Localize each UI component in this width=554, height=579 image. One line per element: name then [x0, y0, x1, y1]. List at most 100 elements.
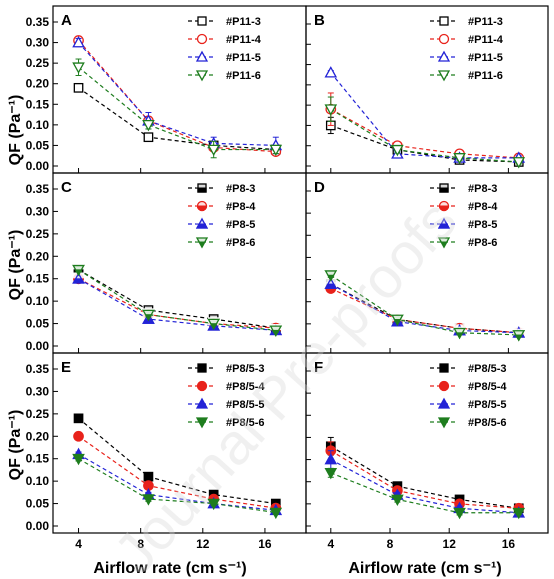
marker-outline — [453, 327, 466, 340]
legend-entry: #P8/5-6 — [188, 417, 265, 429]
y-tick-label: 0.35 — [26, 362, 50, 376]
marker-half-mask — [142, 308, 155, 315]
legend-label: #P8/5-5 — [226, 399, 265, 411]
series-line — [330, 108, 519, 159]
panel-letter: C — [61, 179, 72, 196]
panel-letter: B — [314, 12, 325, 29]
series-3 — [72, 453, 283, 520]
series-1 — [325, 441, 525, 514]
marker-half-mask — [391, 313, 404, 320]
watermark: Journal Pre-proofs — [102, 188, 470, 579]
legend-entry: #P8/5-4 — [188, 380, 265, 393]
x-tick-label: 8 — [387, 537, 394, 551]
legend-marker-mask — [196, 236, 208, 242]
data-point — [142, 120, 155, 132]
legend-label: #P11-4 — [226, 34, 262, 46]
legend-marker — [197, 363, 207, 373]
legend-label: #P8/5-3 — [468, 363, 507, 375]
series-line — [330, 124, 519, 163]
legend-entry: #P8-4 — [430, 200, 498, 213]
legend-label: #P8/5-6 — [468, 417, 507, 429]
legend-label: #P11-3 — [226, 16, 261, 28]
data-point — [324, 66, 338, 78]
legend-marker — [439, 363, 449, 373]
series-0 — [325, 436, 524, 514]
marker-half-mask — [207, 312, 220, 319]
legend-marker — [197, 16, 207, 26]
data-point — [391, 494, 404, 506]
y-tick-label: 0.10 — [26, 474, 50, 488]
legend-label: #P8/5-4 — [468, 381, 507, 393]
data-point — [512, 157, 526, 169]
legend-marker-outline — [195, 237, 209, 249]
legend-marker-mask — [438, 236, 450, 242]
legend-entry: #P8-4 — [188, 200, 256, 213]
marker-outline — [391, 314, 404, 326]
y-tick-label: 0.25 — [26, 56, 50, 70]
legend-label: #P11-6 — [226, 70, 261, 82]
legend-marker — [439, 16, 449, 26]
legend-entry: #P8-5 — [188, 217, 255, 231]
legend-entry: #P11-5 — [430, 50, 503, 64]
legend-label: #P11-4 — [468, 34, 504, 46]
x-tick-label: 4 — [327, 537, 334, 551]
legend-entry: #P11-3 — [430, 16, 503, 28]
series-line — [78, 87, 276, 151]
data-point — [324, 468, 338, 480]
legend-entry: #P11-6 — [430, 70, 503, 82]
panel-f: 4 8 12 16 F #P8/5-3 #P8/5-4 #P8/5-5 #P8/5-6 — [305, 352, 549, 551]
legend-label: #P8/5-5 — [468, 399, 507, 411]
y-tick-label: 0.10 — [26, 118, 50, 132]
legend-entry: #P8/5-3 — [188, 363, 265, 375]
legend-label: #P8-3 — [226, 183, 255, 195]
x-tick-label: 12 — [443, 537, 457, 551]
series-3 — [324, 96, 526, 169]
data-point — [143, 471, 154, 482]
legend-entry: #P8/5-4 — [430, 380, 507, 393]
marker-half-mask — [270, 324, 282, 330]
legend-marker-outline — [437, 217, 451, 229]
data-point — [142, 494, 155, 506]
series-line — [330, 459, 519, 514]
series-line — [78, 417, 276, 505]
x-tick-label: 8 — [137, 537, 144, 551]
series-line — [78, 269, 276, 329]
legend-marker-mask — [438, 182, 450, 188]
marker-half-mask — [207, 317, 220, 324]
legend-marker — [438, 380, 450, 392]
legend-marker-mask — [196, 200, 208, 206]
legend-marker — [196, 33, 208, 45]
data-point — [72, 36, 85, 48]
data-point — [453, 153, 466, 165]
panel-frame — [52, 172, 307, 354]
legend-label: #P11-6 — [468, 70, 503, 82]
legend-label: #P8/5-6 — [226, 417, 265, 429]
series-line — [330, 472, 519, 514]
legend-label: #P11-3 — [468, 16, 503, 28]
panel-b: B #P11-3 #P11-4 #P11-5 #P11-6 — [305, 5, 549, 174]
legend-marker — [437, 70, 451, 82]
y-tick-label: 0.10 — [26, 294, 50, 308]
series-line — [330, 283, 519, 334]
series-0 — [73, 82, 281, 155]
legend-label: #P11-5 — [226, 52, 261, 64]
y-tick-label: 0.25 — [26, 227, 50, 241]
series-line — [78, 458, 276, 514]
legend-entry: #P11-4 — [430, 33, 504, 46]
data-point — [391, 144, 404, 157]
series-0 — [72, 263, 282, 333]
legend-marker-mask — [438, 218, 450, 224]
y-axis-title-top: QF (Pa⁻¹) — [7, 95, 24, 166]
legend-marker — [195, 70, 209, 82]
marker-half-mask — [513, 328, 525, 335]
legend-entry: #P11-6 — [188, 70, 261, 82]
panel-frame — [305, 352, 549, 534]
y-axis-title-middle: QF (Pa⁻¹) — [7, 230, 24, 301]
series-3 — [324, 268, 526, 342]
data-point — [324, 453, 338, 465]
legend-entry: #P8/5-3 — [430, 363, 507, 375]
legend-label: #P8-4 — [226, 201, 256, 213]
y-tick-label: 0.05 — [26, 497, 50, 511]
legend-entry: #P8-6 — [188, 236, 255, 249]
